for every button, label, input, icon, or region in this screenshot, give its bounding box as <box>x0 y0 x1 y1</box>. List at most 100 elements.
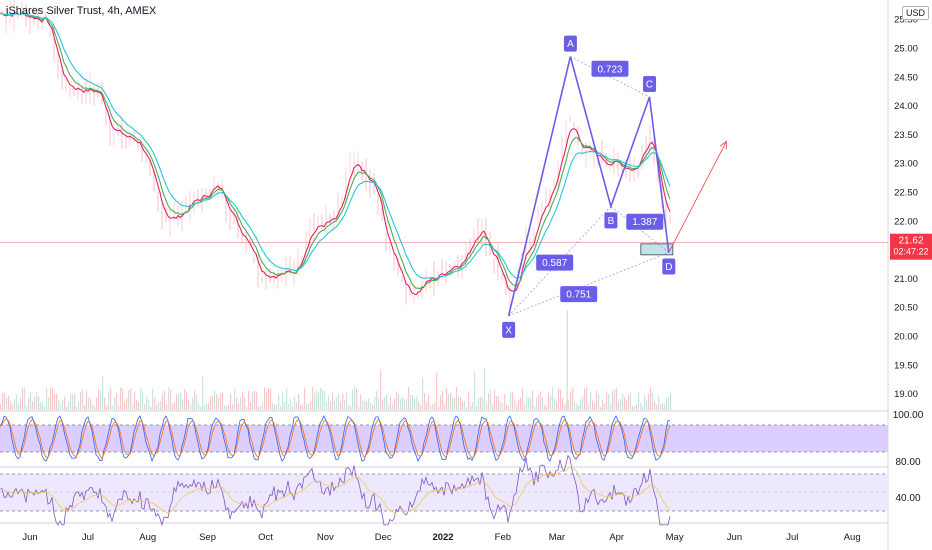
volume-bar <box>46 387 48 410</box>
volume-bar <box>650 387 652 410</box>
volume-bar <box>340 401 342 410</box>
volume-bar <box>360 393 362 410</box>
time-axis[interactable]: Jun Jul Aug Sep Oct Nov Dec 2022 Feb Mar Apr May Jun… <box>22 532 860 543</box>
pattern-point-label-bg <box>643 75 657 92</box>
volume-bar <box>414 398 416 410</box>
rsi-band <box>0 474 888 511</box>
time-tick-label: Aug <box>139 532 156 543</box>
volume-bar <box>338 393 340 410</box>
volume-bar <box>138 401 140 410</box>
volume-bar <box>334 400 336 410</box>
volume-bar <box>468 391 470 410</box>
rsi-ma-line <box>0 466 671 514</box>
volume-bar <box>370 402 372 410</box>
volume-bar <box>128 390 130 410</box>
volume-bar <box>648 393 650 410</box>
ema-mid-line <box>0 12 671 290</box>
volume-bar <box>60 404 62 410</box>
pattern-ratio-label: 0.751 <box>566 290 591 301</box>
volume-bar <box>64 396 66 410</box>
volume-bar <box>146 396 148 410</box>
volume-bar <box>2 392 4 410</box>
target-box[interactable] <box>640 243 674 256</box>
volume-bar <box>114 396 116 410</box>
volume-bar <box>442 390 444 410</box>
rsi-tick-label: 40.00 <box>895 493 920 504</box>
volume-bar <box>186 391 188 410</box>
volume-bar <box>68 402 70 410</box>
volume-bar <box>18 403 20 410</box>
projection-arrow[interactable] <box>668 140 727 253</box>
volume-bar <box>52 388 54 410</box>
volume-bar <box>78 401 80 410</box>
pattern-ratio-line <box>508 252 669 317</box>
volume-bar <box>390 396 392 410</box>
volume-bar <box>304 387 306 410</box>
volume-bar <box>270 388 272 410</box>
volume-bar <box>150 406 152 410</box>
volume-bar <box>118 406 120 410</box>
price-tick-label: 19.00 <box>894 389 918 400</box>
volume-bar <box>196 395 198 410</box>
volume-bar <box>188 399 190 410</box>
volume-bar <box>178 393 180 410</box>
time-tick-label: Feb <box>495 532 511 543</box>
volume-bar <box>448 394 450 410</box>
volume-bar <box>202 376 204 410</box>
volume-bar <box>422 378 424 410</box>
volume-bar <box>458 396 460 410</box>
volume-bar <box>512 391 514 410</box>
volume-bar <box>240 397 242 410</box>
volume-bar <box>32 401 34 410</box>
volume-bar <box>144 404 146 410</box>
volume-bar <box>310 401 312 410</box>
volume-bar <box>400 398 402 410</box>
price-tick-label: 20.00 <box>894 332 918 343</box>
volume-bar <box>222 391 224 410</box>
volume-bar <box>668 397 670 410</box>
currency-button[interactable]: USD <box>902 6 930 20</box>
pattern-point-label: A <box>567 39 574 50</box>
pattern-ratio-label-bg <box>536 254 574 271</box>
volume-bar <box>364 399 366 410</box>
volume-bar <box>552 387 554 410</box>
pattern-ratio-line <box>508 206 612 317</box>
volume-bar <box>472 401 474 410</box>
pattern-ratio-label-bg <box>591 60 629 77</box>
volume-bar <box>214 390 216 410</box>
volume-bar <box>330 401 332 410</box>
volume-bar <box>570 391 572 410</box>
price-axis[interactable]: 25.50 25.00 24.50 24.00 23.50 23.00 22.50 22.00… <box>894 15 918 400</box>
rsi-tick-label: 80.00 <box>895 457 920 468</box>
volume-bar <box>638 392 640 410</box>
volume-bar <box>376 390 378 410</box>
volume-bar <box>0 404 2 410</box>
volume-bar <box>480 397 482 410</box>
time-tick-label: Mar <box>549 532 565 543</box>
price-tick-label: 20.50 <box>894 303 918 314</box>
stoch-k-line <box>0 415 671 463</box>
volume-bar <box>508 406 510 410</box>
volume-bar <box>496 396 498 410</box>
volume-bar <box>104 397 106 410</box>
volume-bar <box>568 399 570 410</box>
harmonic-pattern[interactable]: X A B C D 0.723 1.387 0.587 0.751 <box>502 35 676 338</box>
volume-bar <box>596 390 598 410</box>
volume-bar <box>122 388 124 410</box>
price-tick-label: 25.50 <box>894 15 918 26</box>
volume-bar <box>586 387 588 410</box>
volume-bar <box>500 401 502 410</box>
volume-bar <box>318 391 320 410</box>
stoch-d-line <box>0 418 671 459</box>
price-pane[interactable] <box>0 0 888 410</box>
volume-bar <box>300 404 302 410</box>
volume-bar <box>152 388 154 410</box>
volume-bar <box>88 397 90 410</box>
volume-bar <box>410 395 412 410</box>
volume-bar <box>504 393 506 410</box>
price-tick-label: 24.00 <box>894 101 918 112</box>
volume-bar <box>246 406 248 410</box>
time-tick-label: Jul <box>786 532 798 543</box>
volume-bar <box>418 401 420 410</box>
